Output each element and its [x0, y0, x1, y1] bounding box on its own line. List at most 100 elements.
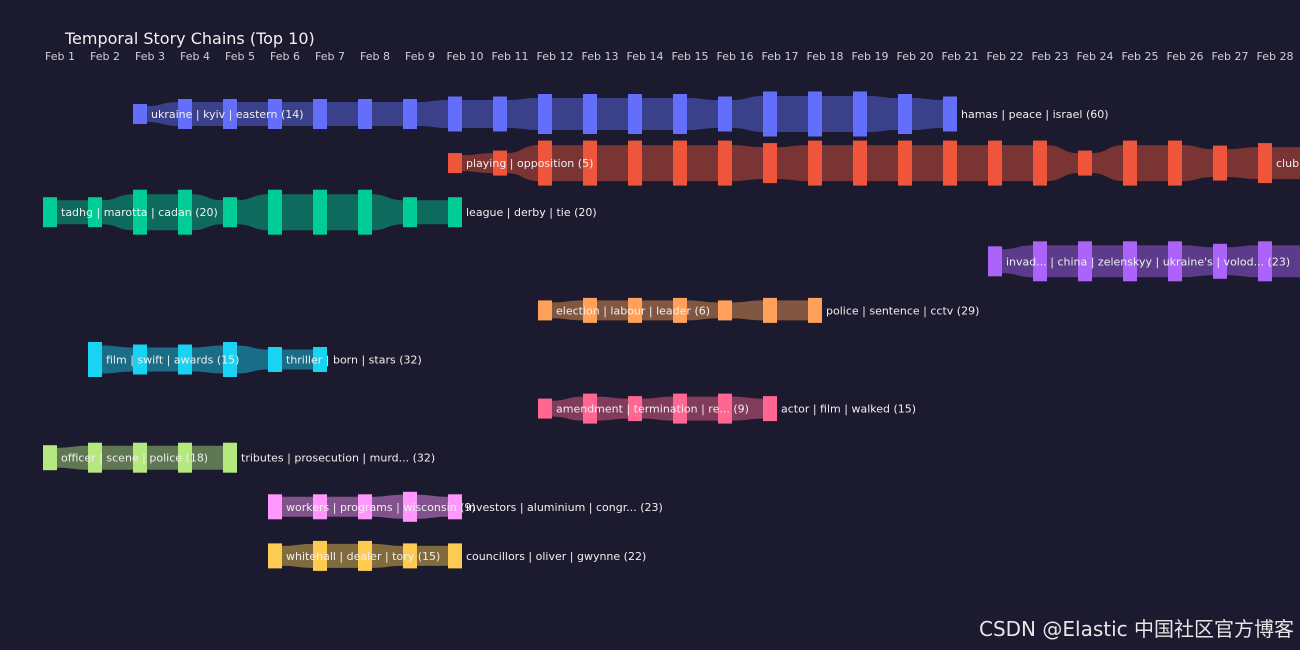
chain-day-node	[583, 393, 597, 424]
chain-day-node	[718, 393, 732, 424]
chain-day-node	[898, 94, 912, 134]
date-tick-label: Feb 7	[315, 50, 345, 63]
date-tick-label: Feb 21	[942, 50, 979, 63]
story-chain: ukraine | kyiv | eastern (14) hamas | pea…	[133, 91, 1109, 137]
chain-day-node	[538, 300, 552, 321]
chain-day-node	[673, 140, 687, 186]
story-chain: whitehall | dealer | tory (15) councillor…	[268, 540, 646, 571]
chain-day-node	[1078, 241, 1092, 282]
chain-day-node	[718, 140, 732, 186]
chain-day-node	[943, 96, 957, 132]
date-tick-label: Feb 2	[90, 50, 120, 63]
chain-day-node	[223, 197, 237, 228]
date-tick-label: Feb 25	[1122, 50, 1159, 63]
chain-day-node	[403, 491, 417, 522]
chain-day-node	[1078, 150, 1092, 176]
chain-topic-label: investors | aluminium | congr... (23)	[466, 501, 663, 514]
chain-day-node	[988, 246, 1002, 277]
chain-day-node	[133, 189, 147, 235]
chain-day-node	[448, 96, 462, 132]
chain-day-node	[313, 494, 327, 520]
chain-day-node	[268, 347, 282, 372]
chain-day-node	[628, 94, 642, 134]
chain-topic-label: club | liverpool | goals (20)	[1276, 157, 1300, 170]
chain-day-node	[493, 150, 507, 176]
chain-day-node	[358, 189, 372, 235]
chain-day-node	[1123, 140, 1137, 186]
chain-day-node	[313, 540, 327, 571]
chain-day-node	[988, 140, 1002, 186]
date-tick-label: Feb 3	[135, 50, 165, 63]
chain-day-node	[448, 543, 462, 569]
chain-day-node	[763, 396, 777, 422]
chain-day-node	[853, 140, 867, 186]
chain-topic-label: councillors | oliver | gwynne (22)	[466, 550, 646, 563]
chain-day-node	[223, 342, 237, 377]
chain-day-node	[43, 197, 57, 228]
date-tick-label: Feb 13	[582, 50, 619, 63]
chain-day-node	[538, 140, 552, 186]
chain-topic-label: police | sentence | cctv (29)	[826, 304, 979, 317]
date-tick-label: Feb 15	[672, 50, 709, 63]
date-tick-label: Feb 20	[897, 50, 934, 63]
chart-title: Temporal Story Chains (Top 10)	[65, 29, 315, 48]
chain-topic-label: invad... | china | zelenskyy | ukraine's…	[1006, 255, 1290, 268]
chain-day-node	[43, 445, 57, 471]
chain-day-node	[268, 99, 282, 129]
chain-day-node	[268, 543, 282, 569]
chain-day-node	[1258, 241, 1272, 282]
chain-day-node	[1258, 143, 1272, 184]
date-tick-label: Feb 16	[717, 50, 754, 63]
chain-day-node	[493, 96, 507, 132]
chain-day-node	[223, 442, 237, 473]
chain-day-node	[1168, 140, 1182, 186]
story-chains-chart: Feb 1 Feb 2 Feb 3 Feb 4 Feb 5 Feb 6 Feb 7 Feb 8…	[43, 50, 1300, 571]
chain-topic-label: tributes | prosecution | murd... (32)	[241, 452, 435, 465]
chain-day-node	[1168, 241, 1182, 282]
date-tick-label: Feb 11	[492, 50, 529, 63]
chain-topic-label: whitehall | dealer | tory (15)	[286, 550, 440, 563]
chain-day-node	[178, 442, 192, 473]
chain-day-node	[1213, 145, 1227, 181]
date-axis: Feb 1 Feb 2 Feb 3 Feb 4 Feb 5 Feb 6 Feb 7 Feb 8…	[45, 50, 1293, 63]
chain-day-node	[1123, 241, 1137, 282]
chain-day-node	[223, 99, 237, 129]
chain-day-node	[313, 347, 327, 372]
chain-day-node	[718, 96, 732, 132]
chain-day-node	[763, 297, 777, 323]
chain-day-node	[313, 189, 327, 235]
chain-day-node	[313, 99, 327, 129]
date-tick-label: Feb 12	[537, 50, 574, 63]
chain-topic-label: actor | film | walked (15)	[781, 403, 916, 416]
chain-day-node	[358, 540, 372, 571]
chain-day-node	[673, 297, 687, 323]
chain-day-node	[808, 297, 822, 323]
chain-flow	[538, 396, 777, 421]
chain-day-node	[448, 153, 462, 174]
date-tick-label: Feb 18	[807, 50, 844, 63]
date-tick-label: Feb 6	[270, 50, 300, 63]
date-tick-label: Feb 4	[180, 50, 210, 63]
chain-topic-label: amendment | termination | re... (9)	[556, 403, 749, 416]
chain-day-node	[403, 99, 417, 129]
chain-topic-label: officer | scene | police (18)	[61, 452, 208, 465]
chain-day-node	[583, 94, 597, 134]
chain-topic-label: playing | opposition (5)	[466, 157, 593, 170]
chain-day-node	[1213, 243, 1227, 279]
chain-topic-label: election | labour | leader (6)	[556, 304, 710, 317]
chain-day-node	[628, 396, 642, 422]
chain-topic-label: thriller | born | stars (32)	[286, 354, 422, 367]
date-tick-label: Feb 5	[225, 50, 255, 63]
chain-day-node	[898, 140, 912, 186]
date-tick-label: Feb 1	[45, 50, 75, 63]
chain-day-node	[808, 91, 822, 137]
date-tick-label: Feb 22	[987, 50, 1024, 63]
chain-day-node	[538, 94, 552, 134]
chain-day-node	[178, 189, 192, 235]
chain-flow	[43, 194, 462, 231]
chain-topic-label: tadhg | marotta | cadan (20)	[61, 206, 218, 219]
chain-topic-label: film | swift | awards (15)	[106, 354, 239, 367]
chain-day-node	[628, 140, 642, 186]
chain-day-node	[358, 99, 372, 129]
chain-day-node	[448, 197, 462, 228]
